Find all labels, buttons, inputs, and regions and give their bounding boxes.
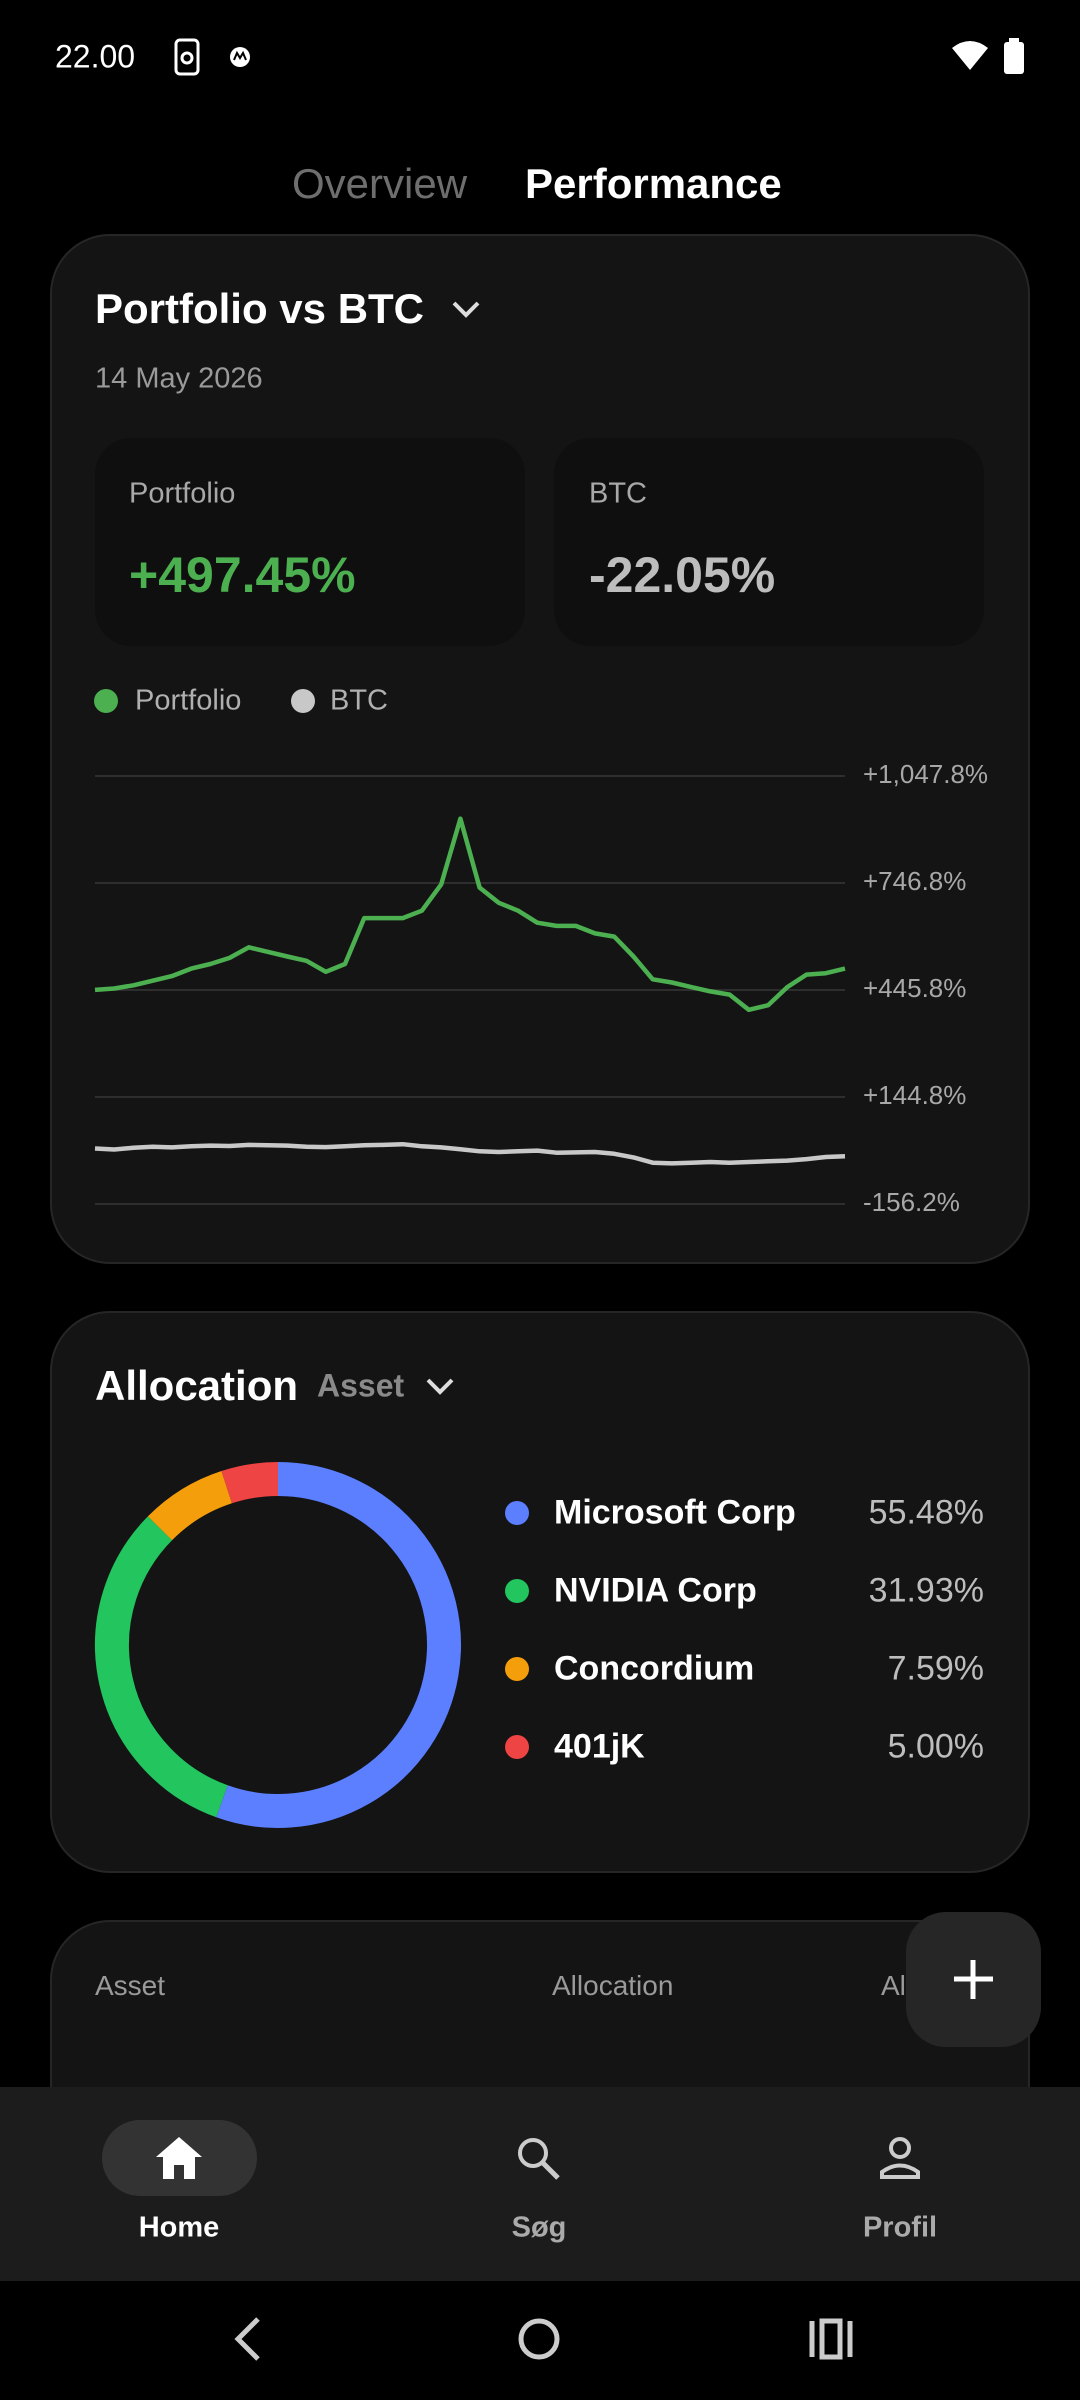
nav-label[interactable]: Home <box>138 2211 220 2244</box>
nav-label[interactable]: Profil <box>862 2211 938 2244</box>
donut-segment <box>95 1516 228 1818</box>
legend-dot <box>505 1735 529 1759</box>
add-button[interactable] <box>906 1912 1041 2047</box>
table-header: Allocation <box>552 1970 674 2001</box>
legend-dot <box>505 1579 529 1603</box>
stat-box <box>554 438 984 646</box>
legend-label: 401jK <box>554 1727 645 1766</box>
y-tick-label: +1,047.8% <box>863 759 988 789</box>
legend-dot <box>94 689 118 713</box>
legend-label: Portfolio <box>135 684 242 717</box>
table-header: Al <box>881 1970 906 2001</box>
table-header: Asset <box>95 1970 166 2001</box>
card-title: Allocation <box>95 1362 299 1409</box>
profile-icon[interactable] <box>875 2135 925 2181</box>
date: 14 May 2026 <box>95 362 263 395</box>
stat-value: +497.45% <box>129 547 356 603</box>
home-button[interactable] <box>518 2318 560 2360</box>
value-label: 31.93% <box>868 1571 984 1610</box>
performance-card <box>50 234 1030 1264</box>
y-tick-label: -156.2% <box>863 1187 960 1217</box>
donut-segment <box>147 1470 233 1541</box>
dropdown-chevron[interactable] <box>448 297 484 323</box>
tab[interactable]: Overview <box>292 160 468 207</box>
plus-icon <box>954 1960 993 1999</box>
y-tick-label: +445.8% <box>863 973 966 1003</box>
stat-box <box>95 438 525 646</box>
legend-dot <box>291 689 315 713</box>
legend-label: Microsoft Corp <box>554 1493 796 1532</box>
y-tick-label: +746.8% <box>863 866 966 896</box>
nav-label[interactable]: Søg <box>511 2211 567 2244</box>
system-nav <box>234 2317 853 2361</box>
data-line <box>94 1141 846 1166</box>
data-line <box>94 816 846 1013</box>
y-tick-label: +144.8% <box>863 1080 966 1110</box>
recents-button[interactable] <box>809 2318 853 2360</box>
value-label: 7.59% <box>887 1649 984 1688</box>
legend-dot <box>505 1657 529 1681</box>
stat-label: Portfolio <box>129 477 236 510</box>
value-label: 5.00% <box>887 1727 984 1766</box>
legend-label: BTC <box>330 684 388 717</box>
card-title[interactable]: Portfolio vs BTC <box>95 285 425 332</box>
stat-label: BTC <box>589 477 647 510</box>
stat-value: -22.05% <box>589 547 776 603</box>
value-label: 55.48% <box>868 1493 984 1532</box>
legend-label: NVIDIA Corp <box>554 1571 757 1610</box>
dropdown-chevron[interactable] <box>422 1374 458 1400</box>
search-icon[interactable] <box>514 2135 564 2181</box>
status-time: 22.00 <box>55 38 136 75</box>
status-app-icon <box>230 47 250 67</box>
back-button[interactable] <box>234 2317 260 2361</box>
battery-icon <box>1004 38 1024 74</box>
donut-segment <box>216 1462 461 1828</box>
home-icon[interactable] <box>154 2135 204 2181</box>
status-icons <box>174 38 200 76</box>
legend-dot <box>505 1501 529 1525</box>
legend-label: Concordium <box>554 1649 755 1688</box>
group-select[interactable]: Asset <box>317 1367 405 1404</box>
donut-segment <box>221 1462 279 1504</box>
wifi-icon <box>952 41 988 70</box>
tab-active[interactable]: Performance <box>525 160 782 207</box>
bottom-nav: Home Søg Profil <box>0 2087 1080 2281</box>
